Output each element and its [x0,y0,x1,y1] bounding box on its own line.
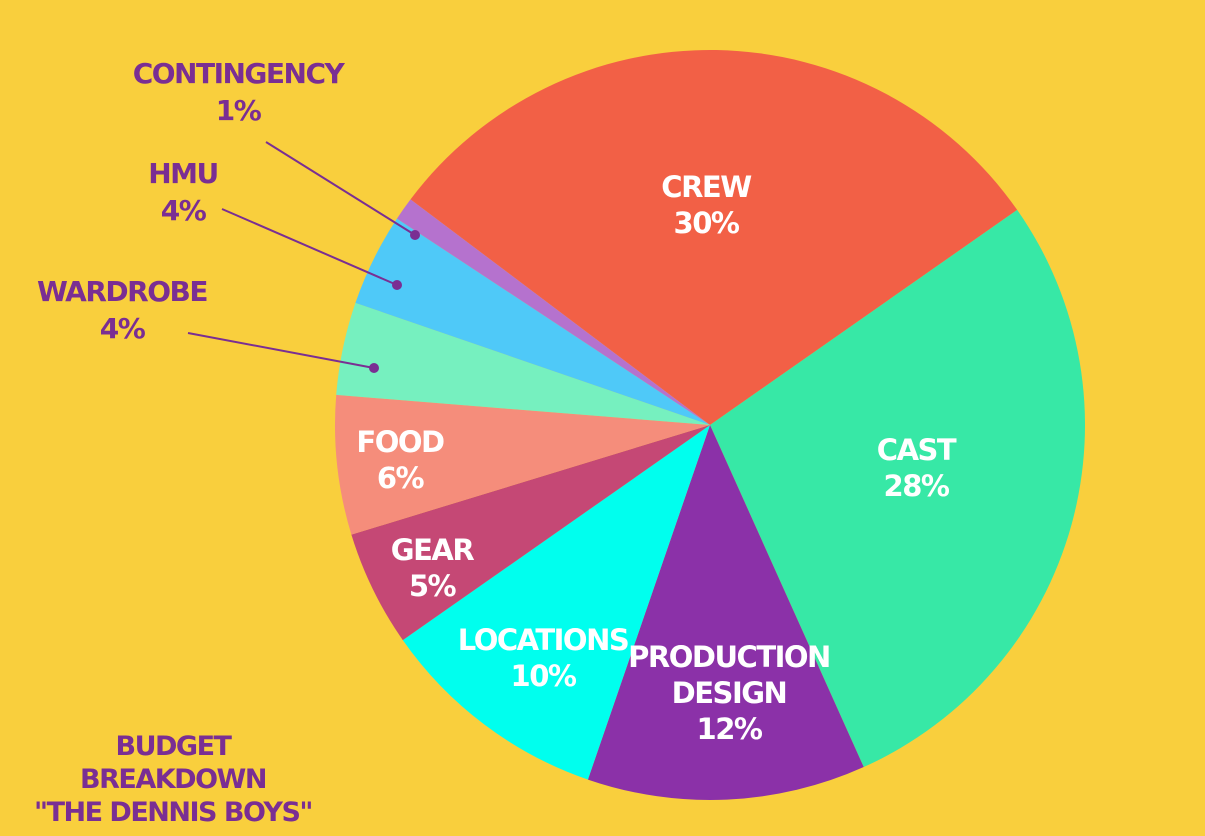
slice-cast [710,209,1086,768]
slice-label-crew: CREW 30% [661,170,752,240]
slice-food [335,394,710,535]
slice-label-wardrobe: WARDROBE 4% [37,275,207,345]
slice-label-gear: GEAR 5% [391,533,475,603]
slice-label-contingency: CONTINGENCY 1% [133,57,346,127]
leader-line-hmu [221,208,398,286]
chart-title: BUDGET BREAKDOWN "THE DENNIS BOYS" [28,730,318,829]
slice-label-locations: LOCATIONS 10% [458,623,628,693]
slice-gear [351,425,710,641]
leader-line-contingency [265,141,416,236]
leader-line-wardrobe [187,332,375,369]
slice-contingency [396,199,710,425]
slice-crew [410,50,1018,425]
slice-production-design [587,425,864,801]
slice-label-food: FOOD 6% [356,425,444,495]
leader-dot-wardrobe [369,363,379,373]
slice-label-cast: CAST 28% [877,433,957,503]
slice-hmu [355,218,710,425]
leader-dot-hmu [392,280,402,290]
slice-locations [402,425,710,780]
chart-title-line-1: BUDGET BREAKDOWN [80,731,267,795]
slice-label-production-design: PRODUCTION DESIGN 12% [628,640,830,746]
chart-title-line-2: "THE DENNIS BOYS" [34,797,314,828]
slice-wardrobe [336,302,710,425]
slice-label-hmu: HMU 4% [148,157,218,227]
leader-dot-contingency [410,230,420,240]
